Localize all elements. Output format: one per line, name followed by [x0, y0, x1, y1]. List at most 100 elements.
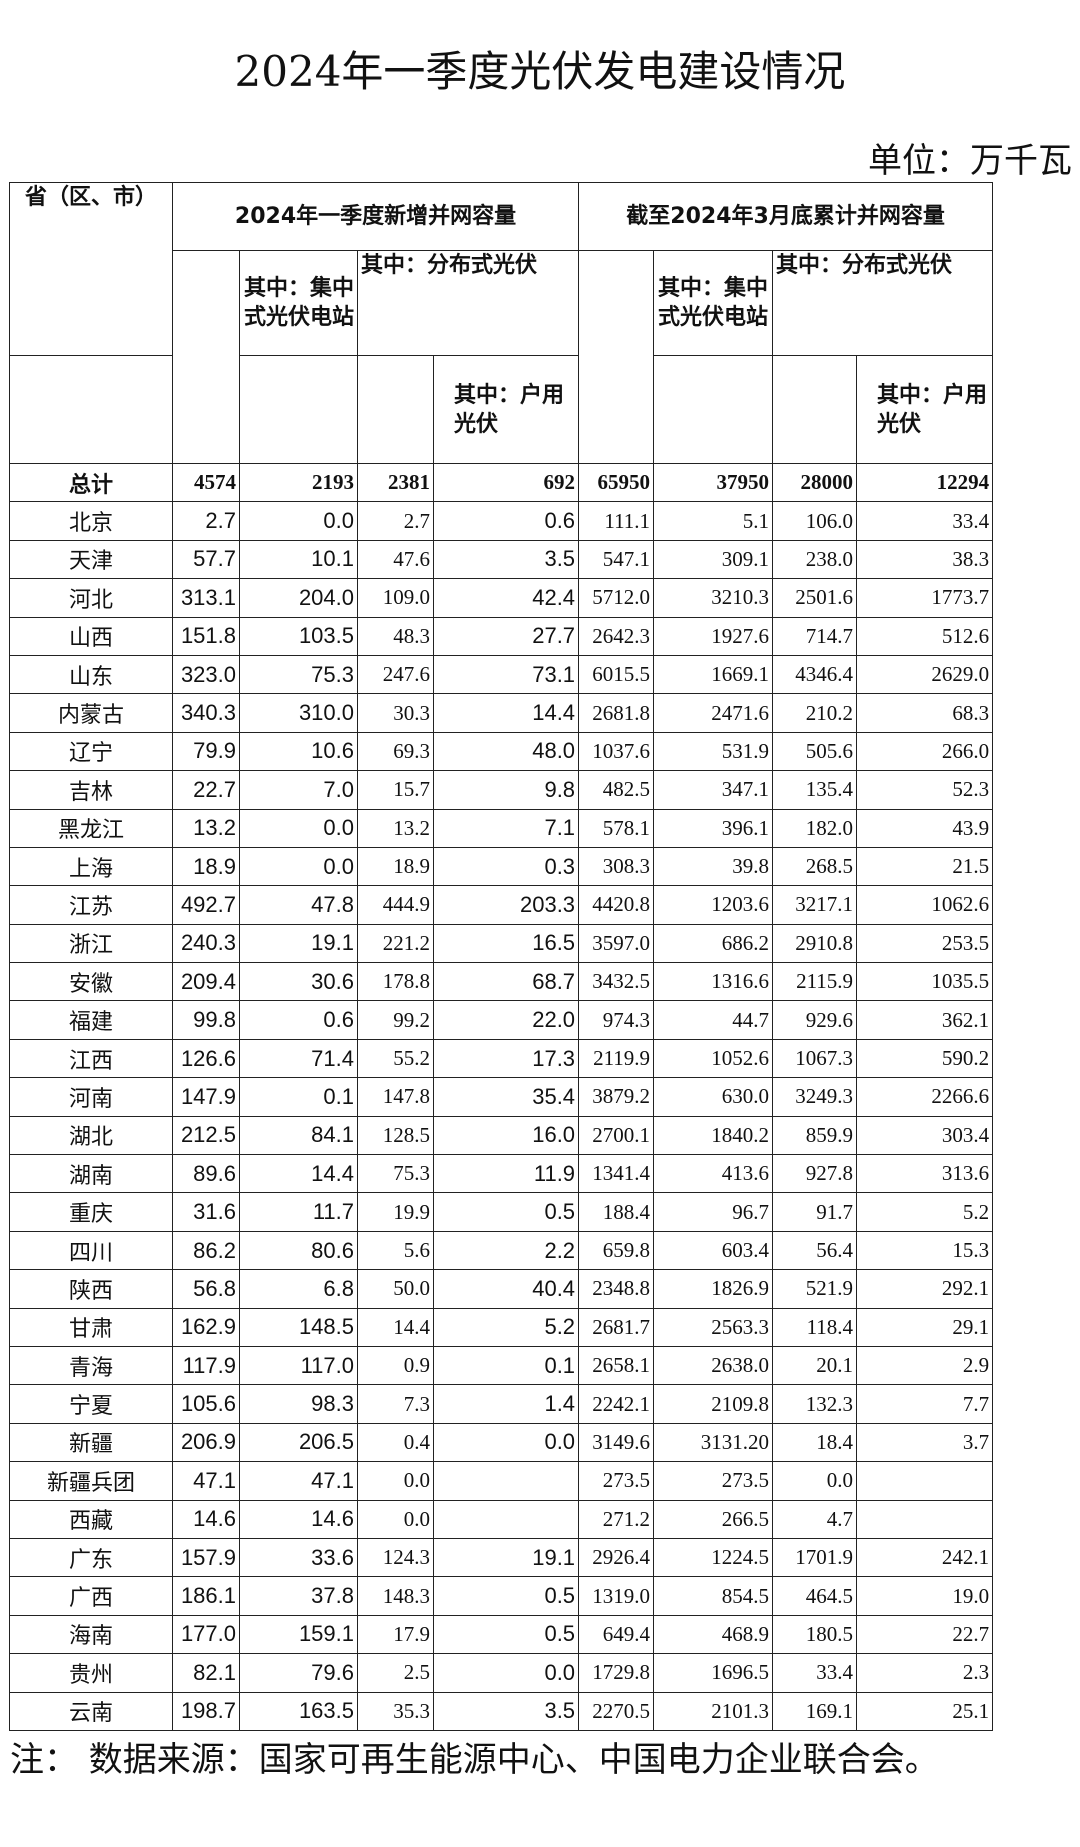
value-cell: 1927.6: [653, 616, 774, 656]
table-row: 天津 57.7 10.1 47.6 3.5 547.1 309.1 238.0 38.3: [9, 539, 994, 580]
value-cell: 96.7: [653, 1192, 774, 1232]
value-cell: 56.8: [172, 1269, 240, 1309]
province-cell: 上海: [9, 846, 173, 887]
value-cell: 273.5: [653, 1461, 774, 1501]
value-cell: 2658.1: [578, 1345, 655, 1386]
value-cell: 238.0: [772, 539, 858, 580]
value-cell: 89.6: [172, 1154, 240, 1194]
table-body: 总计 4574 2193 2381 692 65950 37950 28000 12294 北京 2…: [9, 462, 994, 1731]
value-cell: 468.9: [653, 1614, 774, 1655]
table-row: 安徽 209.4 30.6 178.8 68.7 3432.5 1316.6 2115.9 10…: [9, 962, 994, 1002]
header-cell: [772, 355, 858, 464]
province-cell: 总计: [9, 462, 173, 503]
value-cell: 159.1: [239, 1614, 358, 1655]
value-cell: 38.3: [856, 539, 994, 580]
value-cell: 28000: [772, 462, 858, 503]
value-cell: 68.7: [432, 962, 580, 1002]
value-cell: 2700.1: [578, 1115, 655, 1156]
value-cell: 4574: [172, 462, 240, 503]
value-cell: 206.9: [172, 1422, 240, 1463]
value-cell: 0.0: [239, 846, 358, 887]
value-cell: 135.4: [772, 770, 858, 810]
value-cell: 578.1: [578, 808, 655, 848]
value-cell: 37.8: [239, 1576, 358, 1616]
value-cell: 0.0: [772, 1461, 858, 1501]
value-cell: 531.9: [653, 731, 774, 772]
value-cell: 362.1: [856, 1000, 994, 1040]
value-cell: 20.1: [772, 1345, 858, 1386]
province-cell: 江西: [9, 1038, 173, 1079]
table-row: 湖南 89.6 14.4 75.3 11.9 1341.4 413.6 927.8 313.6: [9, 1154, 994, 1194]
table-row: 山东 323.0 75.3 247.6 73.1 6015.5 1669.1 4346.4 26…: [9, 654, 994, 695]
value-cell: 124.3: [357, 1537, 434, 1578]
province-cell: 山西: [9, 616, 173, 656]
table-row: 宁夏 105.6 98.3 7.3 1.4 2242.1 2109.8 132.3 7.7: [9, 1384, 994, 1424]
value-cell: 340.3: [172, 693, 240, 733]
province-cell: 天津: [9, 539, 173, 580]
value-cell: 308.3: [578, 846, 655, 887]
value-cell: 3.5: [432, 1691, 580, 1731]
value-cell: 12294: [856, 462, 994, 503]
table-row: 福建 99.8 0.6 99.2 22.0 974.3 44.7 929.6 362.1: [9, 1000, 994, 1040]
data-table: 省（区、市） 2024年一季度新增并网容量 截至2024年3月底累计并网容量 其…: [9, 182, 994, 1731]
value-cell: 151.8: [172, 616, 240, 656]
value-cell: 5712.0: [578, 578, 655, 618]
value-cell: 14.4: [432, 693, 580, 733]
title: 2024年一季度光伏发电建设情况: [234, 47, 846, 96]
value-cell: 188.4: [578, 1192, 655, 1232]
value-cell: 86.2: [172, 1230, 240, 1271]
value-cell: 603.4: [653, 1230, 774, 1271]
value-cell: 1319.0: [578, 1576, 655, 1616]
value-cell: 5.1: [653, 501, 774, 541]
header-cell: 其中：集中式光伏电站: [653, 250, 774, 356]
value-cell: 35.4: [432, 1077, 580, 1117]
header-cell: [9, 355, 173, 464]
value-cell: 14.4: [357, 1307, 434, 1347]
value-cell: 2.5: [357, 1653, 434, 1693]
province-cell: 吉林: [9, 770, 173, 810]
value-cell: [856, 1461, 994, 1501]
value-cell: 31.6: [172, 1192, 240, 1232]
value-cell: 198.7: [172, 1691, 240, 1731]
value-cell: 240.3: [172, 923, 240, 964]
value-cell: 0.5: [432, 1614, 580, 1655]
header-cell: 截至2024年3月底累计并网容量: [578, 182, 994, 251]
province-cell: 陕西: [9, 1269, 173, 1309]
value-cell: 3249.3: [772, 1077, 858, 1117]
value-cell: 47.1: [172, 1461, 240, 1501]
value-cell: 162.9: [172, 1307, 240, 1347]
value-cell: 47.6: [357, 539, 434, 580]
value-cell: 0.4: [357, 1422, 434, 1463]
table-row: 西藏 14.6 14.6 0.0 271.2 266.5 4.7: [9, 1499, 994, 1539]
value-cell: 30.6: [239, 962, 358, 1002]
value-cell: 2381: [357, 462, 434, 503]
value-cell: 19.0: [856, 1576, 994, 1616]
value-cell: 55.2: [357, 1038, 434, 1079]
value-cell: 2348.8: [578, 1269, 655, 1309]
table-row: 湖北 212.5 84.1 128.5 16.0 2700.1 1840.2 859.9 303…: [9, 1115, 994, 1156]
value-cell: 2109.8: [653, 1384, 774, 1424]
value-cell: 5.6: [357, 1230, 434, 1271]
value-cell: 111.1: [578, 501, 655, 541]
value-cell: 204.0: [239, 578, 358, 618]
value-cell: 310.0: [239, 693, 358, 733]
value-cell: 47.8: [239, 885, 358, 925]
value-cell: 1203.6: [653, 885, 774, 925]
header-cell: [653, 355, 774, 464]
province-cell: 河南: [9, 1077, 173, 1117]
value-cell: 630.0: [653, 1077, 774, 1117]
header-cell: 2024年一季度新增并网容量: [171, 182, 580, 251]
value-cell: 69.3: [357, 731, 434, 772]
province-cell: 宁夏: [9, 1384, 173, 1424]
value-cell: 21.5: [856, 846, 994, 887]
value-cell: 714.7: [772, 616, 858, 656]
value-cell: 73.1: [432, 654, 580, 695]
value-cell: 30.3: [357, 693, 434, 733]
value-cell: 347.1: [653, 770, 774, 810]
value-cell: 47.1: [239, 1461, 358, 1501]
value-cell: 1052.6: [653, 1038, 774, 1079]
value-cell: 482.5: [578, 770, 655, 810]
value-cell: 6.8: [239, 1269, 358, 1309]
value-cell: 3217.1: [772, 885, 858, 925]
